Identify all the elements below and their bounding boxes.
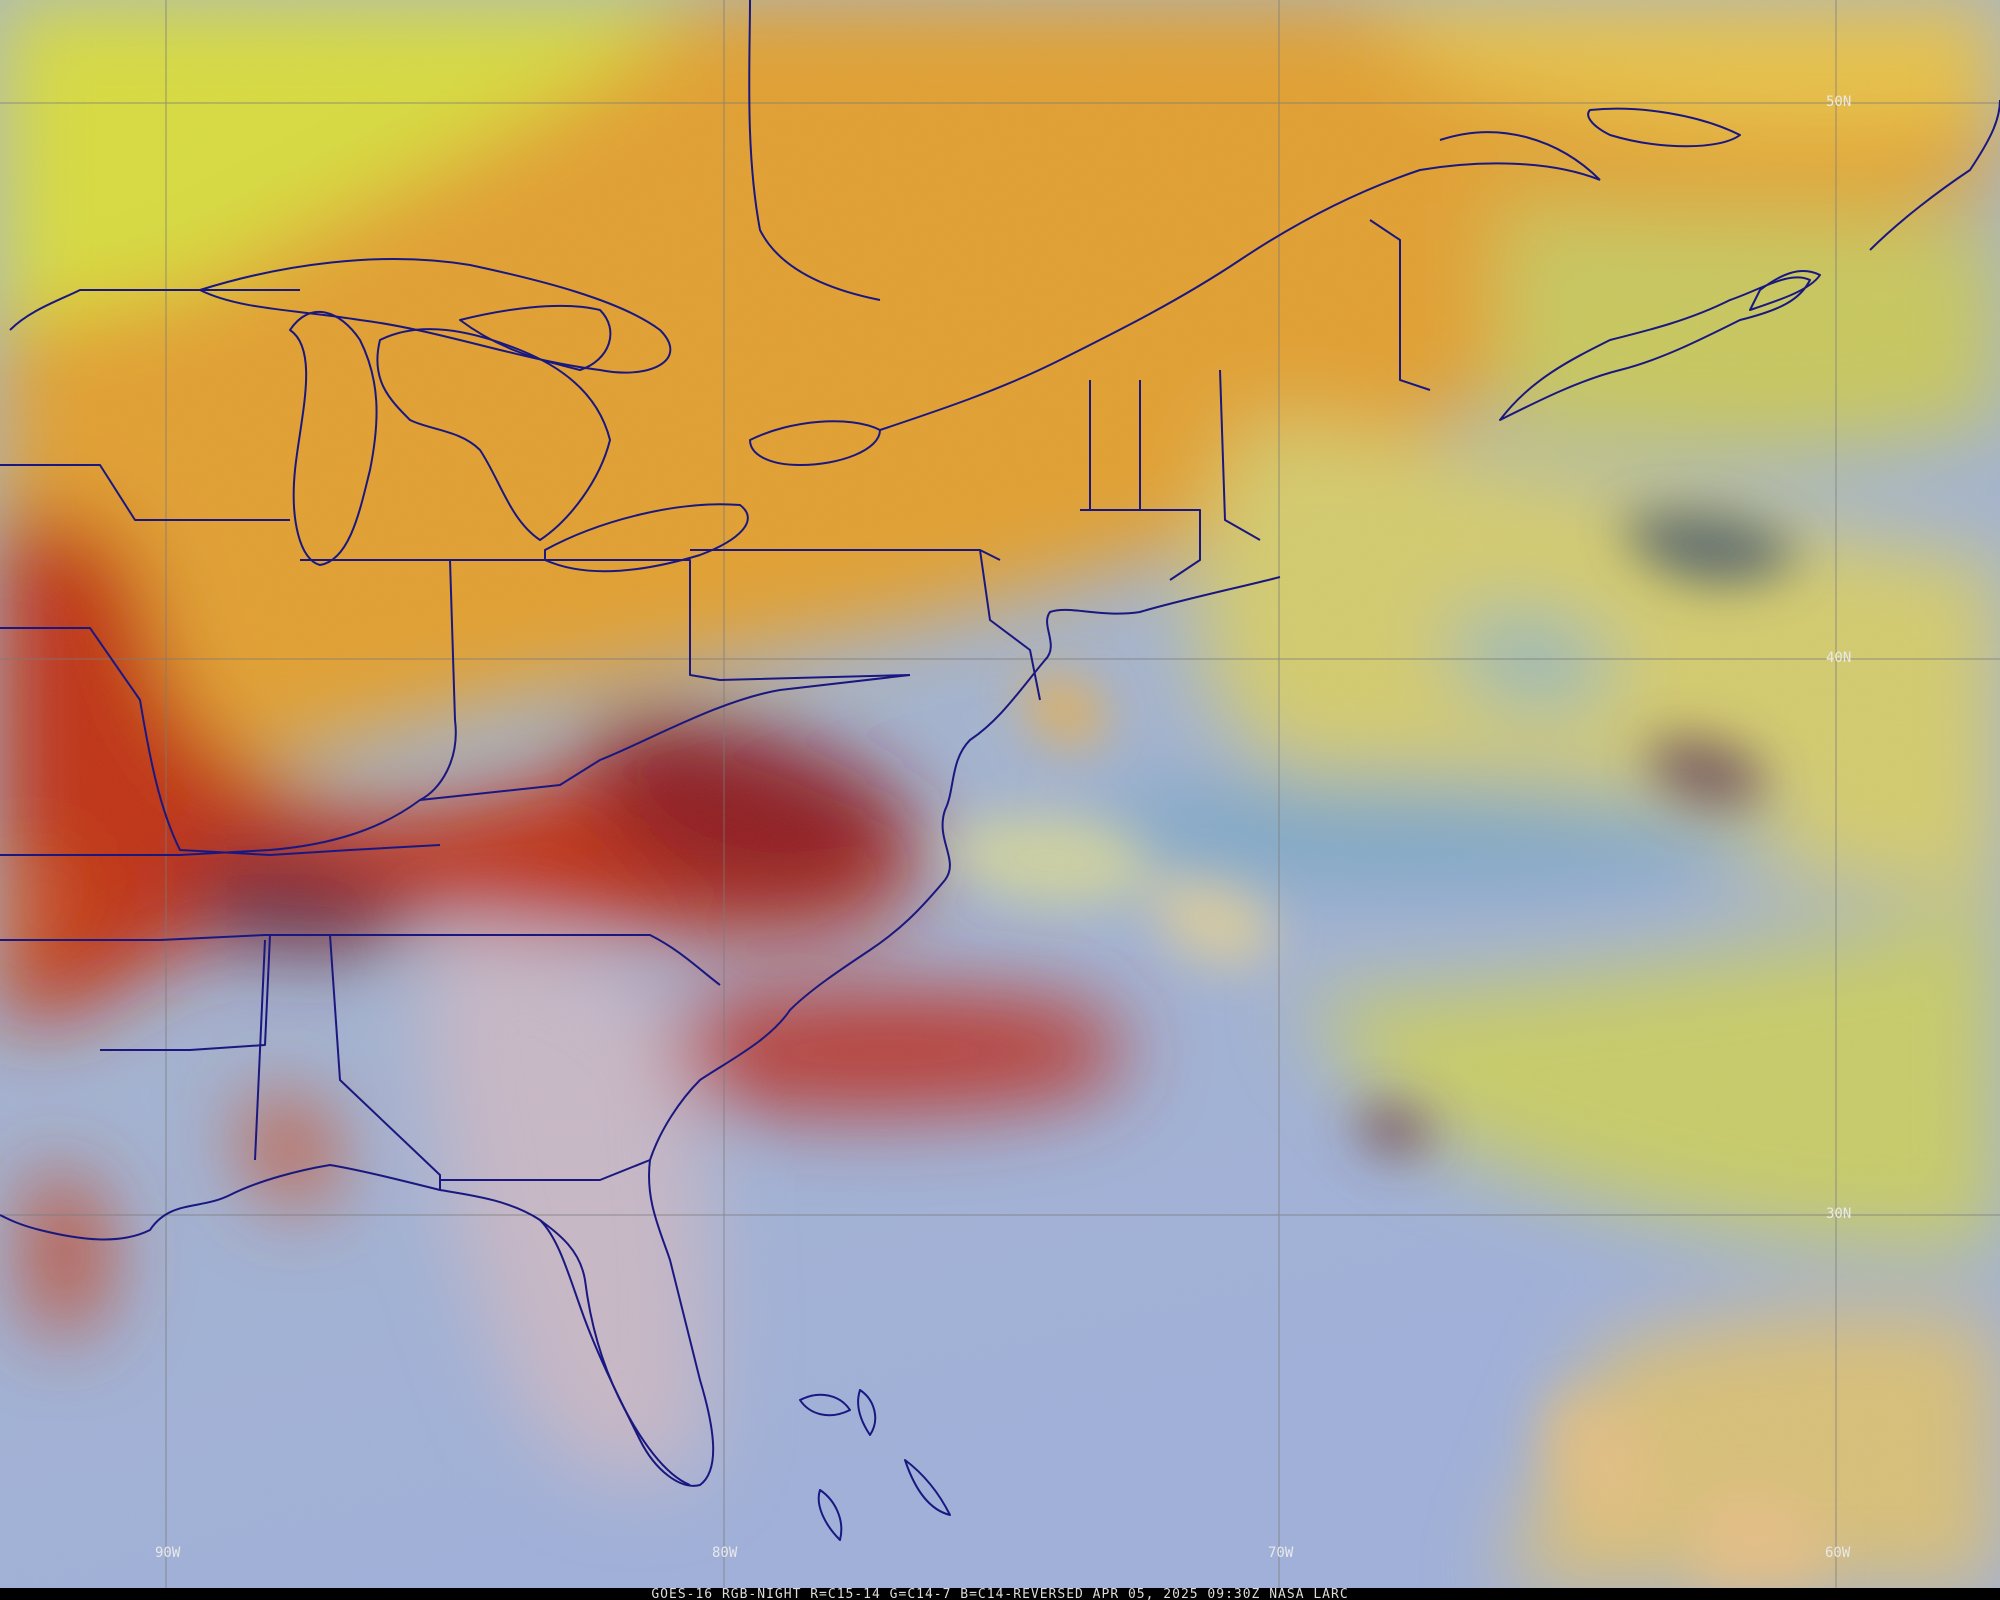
coastlines-and-borders <box>0 0 2000 1541</box>
latitude-label-30n: 30N <box>1826 1206 1851 1222</box>
longitude-labels: 90W 80W 70W 60W <box>155 1545 1851 1561</box>
longitude-label-80w: 80W <box>712 1545 738 1561</box>
latitude-label-40n: 40N <box>1826 650 1851 666</box>
footer-bar: GOES-16 RGB-NIGHT R=C15-14 G=C14-7 B=C14… <box>0 1587 2000 1600</box>
longitude-label-60w: 60W <box>1825 1545 1851 1561</box>
longitude-label-70w: 70W <box>1268 1545 1294 1561</box>
latitude-label-50n: 50N <box>1826 94 1851 110</box>
longitude-label-90w: 90W <box>155 1545 181 1561</box>
footer-caption: GOES-16 RGB-NIGHT R=C15-14 G=C14-7 B=C14… <box>651 1587 1348 1600</box>
latitude-labels: 50N 40N 30N <box>1826 94 1851 1222</box>
